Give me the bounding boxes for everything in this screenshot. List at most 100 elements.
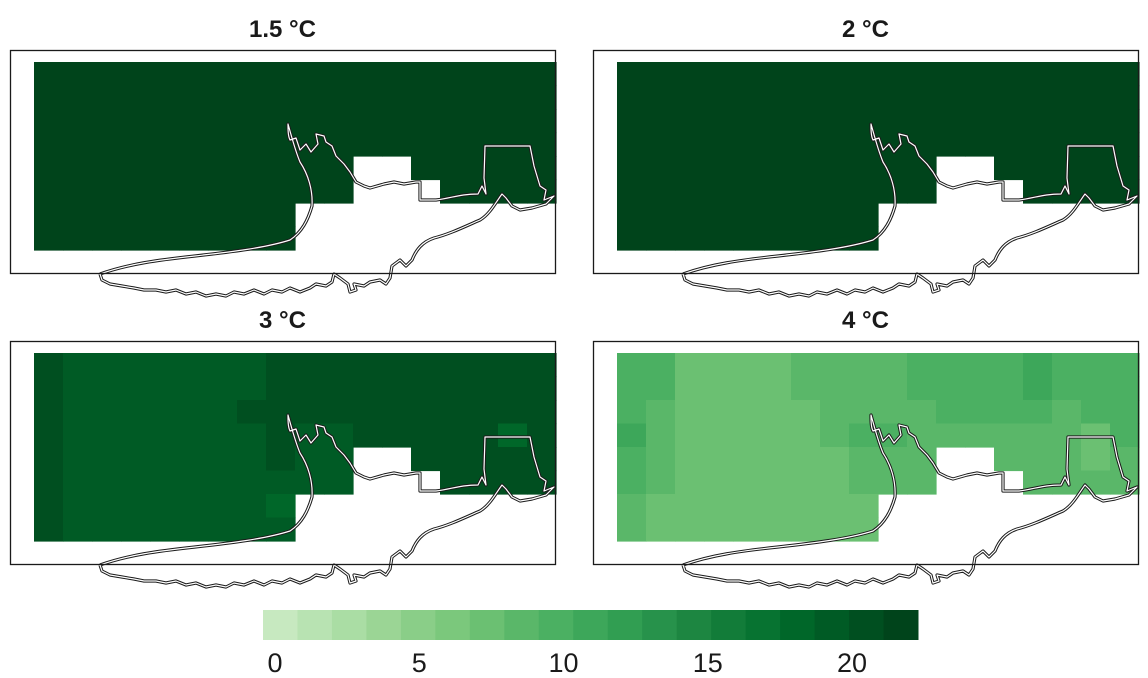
heatmap-cell: [121, 156, 151, 181]
heatmap-cell: [791, 400, 821, 425]
heatmap-cell: [208, 109, 238, 134]
heatmap-cell: [791, 447, 821, 472]
heatmap-cell: [92, 517, 122, 542]
heatmap-cell: [469, 109, 499, 134]
heatmap-cell: [411, 132, 441, 157]
heatmap-cell: [704, 62, 734, 87]
heatmap-cell: [150, 203, 180, 228]
heatmap-cell: [994, 353, 1024, 378]
heatmap-cell: [63, 156, 93, 181]
heatmap-cell: [1081, 470, 1111, 495]
heatmap-cell: [63, 132, 93, 157]
heatmap-cell: [791, 156, 821, 181]
heatmap-cell: [121, 494, 151, 519]
colorbar-swatch: [538, 610, 574, 640]
heatmap-cell: [994, 156, 1024, 181]
heatmap-cell: [63, 85, 93, 110]
heatmap-cell: [675, 179, 705, 204]
heatmap-cell: [179, 376, 209, 401]
heatmap-cell: [237, 203, 267, 228]
heatmap-cell: [353, 376, 383, 401]
heatmap-cell: [733, 353, 763, 378]
heatmap-cell: [208, 376, 238, 401]
heatmap-cell: [34, 62, 64, 87]
heatmap-cell: [1081, 156, 1111, 181]
heatmap-cell: [907, 179, 937, 204]
heatmap-cell: [179, 179, 209, 204]
heatmap-cell: [617, 109, 647, 134]
heatmap-cell: [34, 203, 64, 228]
heatmap-cell: [295, 62, 325, 87]
heatmap-cell: [150, 447, 180, 472]
panel-title: 3 °C: [259, 307, 306, 334]
heatmap-cell: [63, 447, 93, 472]
heatmap-cell: [733, 423, 763, 448]
heatmap-cell: [179, 203, 209, 228]
heatmap-cell: [324, 376, 354, 401]
heatmap-cell: [34, 494, 64, 519]
heatmap-cell: [675, 376, 705, 401]
heatmap-cell: [150, 62, 180, 87]
heatmap-cell: [1081, 109, 1111, 134]
heatmap-cell: [382, 62, 412, 87]
heatmap-cell: [617, 156, 647, 181]
panel-title: 1.5 °C: [249, 16, 316, 43]
heatmap-cell: [121, 470, 151, 495]
heatmap-cell: [994, 447, 1024, 472]
heatmap-cell: [704, 156, 734, 181]
heatmap-cell: [266, 353, 296, 378]
colorbar-swatch: [297, 610, 333, 640]
heatmap-cell: [849, 179, 879, 204]
heatmap-cell: [617, 470, 647, 495]
heatmap-cell: [646, 179, 676, 204]
heatmap-cell: [965, 376, 995, 401]
heatmap-cell: [440, 109, 470, 134]
heatmap-cell: [733, 400, 763, 425]
heatmap-cell: [704, 376, 734, 401]
heatmap-cell: [382, 400, 412, 425]
heatmap-cell: [907, 400, 937, 425]
heatmap-cell: [411, 447, 441, 472]
heatmap-cell: [34, 179, 64, 204]
heatmap-cell: [411, 400, 441, 425]
heatmap-cell: [295, 109, 325, 134]
heatmap-cell: [820, 203, 850, 228]
heatmap-cell: [965, 109, 995, 134]
heatmap-cell: [704, 447, 734, 472]
heatmap-cell: [266, 447, 296, 472]
heatmap-cell: [150, 353, 180, 378]
heatmap-cell: [791, 179, 821, 204]
heatmap-cell: [675, 517, 705, 542]
heatmap-cell: [791, 62, 821, 87]
heatmap-cell: [820, 62, 850, 87]
heatmap-cell: [675, 494, 705, 519]
heatmap-cell: [34, 226, 64, 251]
heatmap-cell: [411, 423, 441, 448]
heatmap-cell: [965, 423, 995, 448]
heatmap-cell: [150, 517, 180, 542]
heatmap-cell: [237, 423, 267, 448]
heatmap-cell: [527, 400, 557, 425]
panel-frame: [592, 49, 1140, 275]
heatmap-cell: [733, 517, 763, 542]
heatmap-cell: [907, 376, 937, 401]
heatmap-cell: [353, 353, 383, 378]
heatmap-cell: [353, 400, 383, 425]
colorbar-swatch: [780, 610, 816, 640]
heatmap-cell: [469, 85, 499, 110]
heatmap-cell: [411, 353, 441, 378]
heatmap-cell: [121, 132, 151, 157]
heatmap-cell: [92, 353, 122, 378]
heatmap-cell: [92, 62, 122, 87]
heatmap-cell: [34, 156, 64, 181]
heatmap-cell: [295, 85, 325, 110]
heatmap-cell: [733, 179, 763, 204]
colorbar-swatch: [814, 610, 850, 640]
heatmap-cell: [34, 376, 64, 401]
heatmap-cell: [237, 494, 267, 519]
heatmap-cell: [92, 132, 122, 157]
heatmap-cell: [762, 376, 792, 401]
colorbar-swatch: [504, 610, 540, 640]
heatmap-cell: [208, 517, 238, 542]
heatmap-cell: [762, 156, 792, 181]
